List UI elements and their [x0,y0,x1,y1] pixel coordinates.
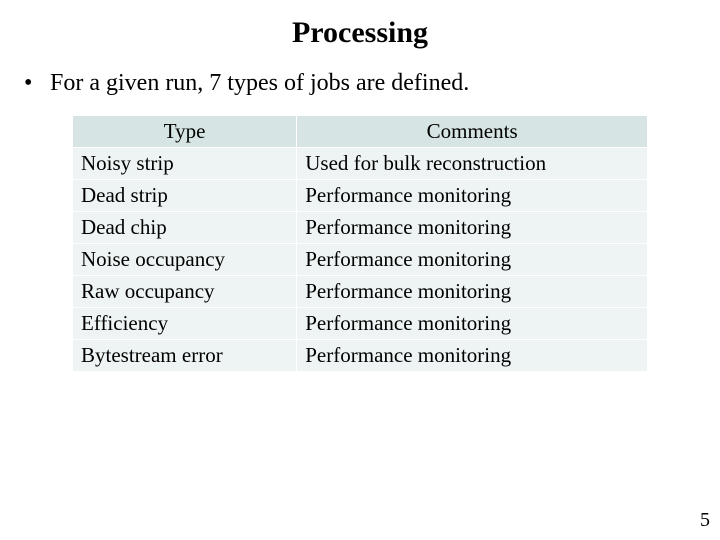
cell-type: Dead strip [73,180,297,212]
cell-type: Noise occupancy [73,244,297,276]
cell-type: Raw occupancy [73,276,297,308]
cell-comments: Performance monitoring [297,340,648,372]
cell-comments: Performance monitoring [297,244,648,276]
cell-comments: Performance monitoring [297,308,648,340]
table-row: Dead chip Performance monitoring [73,212,648,244]
slide-title: Processing [0,0,720,70]
col-header-type: Type [73,116,297,148]
table-row: Raw occupancy Performance monitoring [73,276,648,308]
cell-comments: Performance monitoring [297,180,648,212]
bullet-text: For a given run, 7 types of jobs are def… [50,70,720,97]
cell-type: Noisy strip [73,148,297,180]
table-row: Noisy strip Used for bulk reconstruction [73,148,648,180]
table-container: Type Comments Noisy strip Used for bulk … [0,115,720,372]
bullet-item: • For a given run, 7 types of jobs are d… [0,70,720,115]
cell-type: Bytestream error [73,340,297,372]
cell-type: Efficiency [73,308,297,340]
table-row: Noise occupancy Performance monitoring [73,244,648,276]
col-header-comments: Comments [297,116,648,148]
page-number: 5 [700,509,710,532]
cell-type: Dead chip [73,212,297,244]
cell-comments: Used for bulk reconstruction [297,148,648,180]
bullet-marker: • [20,70,50,97]
table-row: Bytestream error Performance monitoring [73,340,648,372]
table-header-row: Type Comments [73,116,648,148]
cell-comments: Performance monitoring [297,276,648,308]
cell-comments: Performance monitoring [297,212,648,244]
table-row: Dead strip Performance monitoring [73,180,648,212]
jobs-table: Type Comments Noisy strip Used for bulk … [72,115,648,372]
table-row: Efficiency Performance monitoring [73,308,648,340]
